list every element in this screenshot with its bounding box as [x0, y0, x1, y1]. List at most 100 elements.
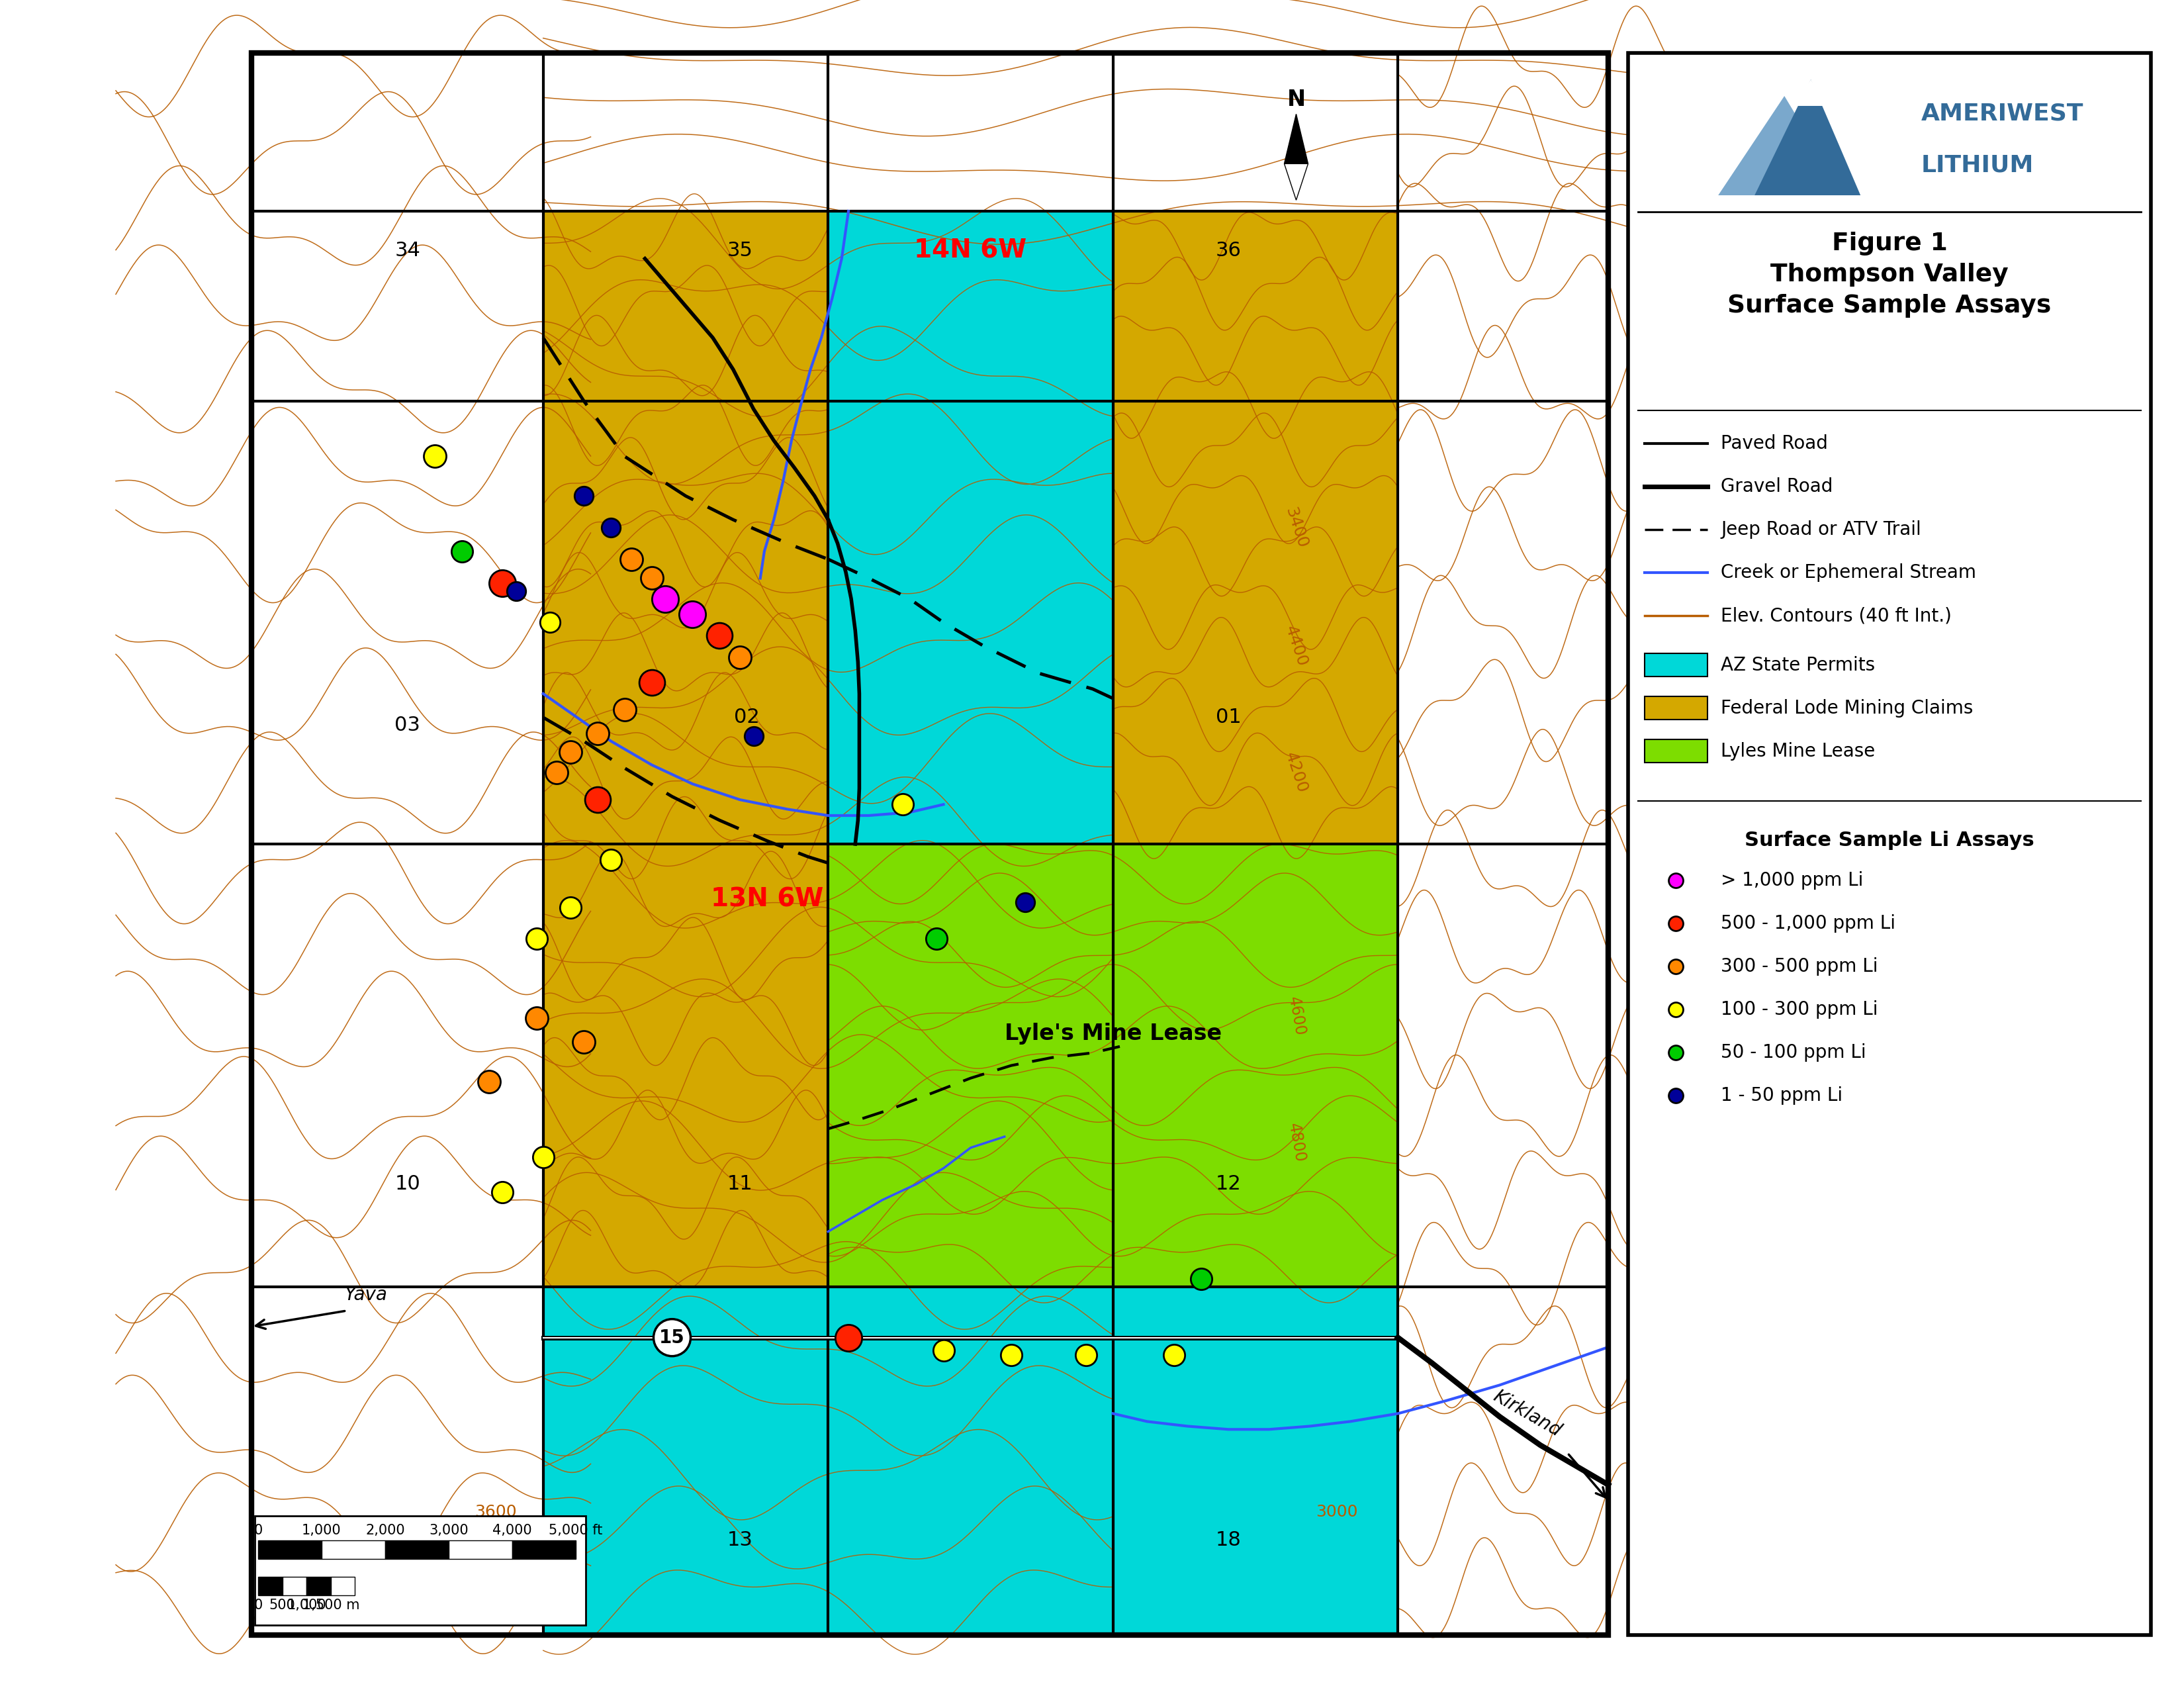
Text: Creek or Ephemeral Stream: Creek or Ephemeral Stream — [1721, 564, 1977, 582]
Polygon shape — [1114, 211, 1398, 402]
Text: 12: 12 — [1216, 1175, 1241, 1193]
Text: 1,500 m: 1,500 m — [301, 1599, 360, 1612]
Text: 4,000: 4,000 — [494, 1524, 533, 1538]
Polygon shape — [1719, 96, 1843, 196]
Point — [1658, 1082, 1693, 1109]
Text: Gravel Road: Gravel Road — [1721, 478, 1832, 496]
Point — [520, 1004, 555, 1031]
Text: Kirkland: Kirkland — [1489, 1388, 1564, 1440]
Point — [526, 1144, 561, 1171]
Point — [736, 722, 771, 749]
Point — [885, 792, 919, 819]
Point — [498, 577, 533, 604]
Bar — [282, 1577, 306, 1595]
Text: 500: 500 — [269, 1599, 295, 1612]
Point — [417, 442, 452, 469]
Text: AZ State Permits: AZ State Permits — [1721, 657, 1876, 675]
Point — [994, 1342, 1029, 1369]
Bar — [1645, 739, 1708, 763]
Text: Jeep Road or ATV Trail: Jeep Road or ATV Trail — [1721, 520, 1922, 538]
Point — [633, 565, 668, 592]
Text: 0: 0 — [253, 1524, 262, 1538]
Text: 02: 02 — [734, 707, 760, 728]
Text: 3000: 3000 — [1315, 1504, 1358, 1519]
Bar — [513, 1541, 577, 1560]
Polygon shape — [544, 211, 828, 1286]
Text: 35: 35 — [727, 241, 753, 260]
Text: 10: 10 — [395, 1175, 419, 1193]
Text: N: N — [1286, 89, 1306, 111]
Point — [594, 846, 629, 873]
Text: 300 - 500 ppm Li: 300 - 500 ppm Li — [1721, 957, 1878, 976]
Text: 2,000: 2,000 — [365, 1524, 404, 1538]
Point — [1184, 1266, 1219, 1293]
Bar — [251, 52, 1607, 1636]
Bar — [306, 1577, 330, 1595]
Text: AMERIWEST: AMERIWEST — [1922, 103, 2084, 125]
Text: 3,000: 3,000 — [428, 1524, 467, 1538]
Bar — [1645, 697, 1708, 719]
Point — [1068, 1342, 1103, 1369]
Text: 4400: 4400 — [1282, 625, 1310, 668]
Point — [1658, 954, 1693, 981]
Point — [607, 695, 642, 722]
Text: 4600: 4600 — [1284, 996, 1308, 1036]
Text: 13: 13 — [727, 1531, 753, 1550]
Point — [553, 739, 587, 766]
Text: 01: 01 — [1216, 707, 1241, 728]
Point — [1658, 868, 1693, 895]
Point — [1158, 1342, 1192, 1369]
Text: Paved Road: Paved Road — [1721, 434, 1828, 452]
Text: Figure 1
Thompson Valley
Surface Sample Assays: Figure 1 Thompson Valley Surface Sample … — [1728, 231, 2051, 317]
Point — [1658, 996, 1693, 1023]
Point — [533, 609, 568, 636]
Point — [1007, 890, 1042, 917]
Bar — [384, 1541, 448, 1560]
Text: LITHIUM: LITHIUM — [1922, 154, 2033, 176]
Text: 50 - 100 ppm Li: 50 - 100 ppm Li — [1721, 1043, 1865, 1062]
Text: 1,000: 1,000 — [301, 1524, 341, 1538]
Text: 5,000 ft: 5,000 ft — [548, 1524, 603, 1538]
Bar — [448, 1541, 513, 1560]
Polygon shape — [1284, 115, 1308, 164]
Polygon shape — [544, 211, 1398, 1636]
Point — [675, 601, 710, 628]
Polygon shape — [1114, 402, 1398, 844]
Text: 34: 34 — [395, 241, 419, 260]
Point — [1658, 1040, 1693, 1067]
Text: 18: 18 — [1216, 1531, 1241, 1550]
Text: Yava: Yava — [345, 1286, 387, 1305]
Text: > 1,000 ppm Li: > 1,000 ppm Li — [1721, 871, 1863, 890]
Polygon shape — [1795, 79, 1826, 106]
Text: 11: 11 — [727, 1175, 753, 1193]
Text: Surface Sample Li Assays: Surface Sample Li Assays — [1745, 830, 2033, 851]
Text: 03: 03 — [395, 716, 419, 734]
Bar — [258, 1577, 282, 1595]
Point — [443, 538, 478, 565]
Bar — [1627, 52, 2151, 1636]
Text: 3400: 3400 — [1282, 505, 1310, 550]
Text: 3600: 3600 — [474, 1504, 518, 1519]
Bar — [321, 1541, 384, 1560]
Bar — [251, 52, 1607, 1636]
Point — [830, 1323, 865, 1350]
Text: Lyle's Mine Lease: Lyle's Mine Lease — [1005, 1023, 1221, 1045]
Circle shape — [653, 1318, 690, 1355]
Bar — [256, 1516, 585, 1626]
Point — [566, 1028, 601, 1055]
Text: 13N 6W: 13N 6W — [710, 886, 823, 912]
Polygon shape — [828, 844, 1398, 1286]
Point — [926, 1337, 961, 1364]
Text: Federal Lode Mining Claims: Federal Lode Mining Claims — [1721, 699, 1972, 717]
Point — [594, 515, 629, 542]
Point — [539, 760, 574, 787]
Polygon shape — [1284, 164, 1308, 201]
Point — [520, 925, 555, 952]
Point — [723, 643, 758, 670]
Point — [581, 787, 616, 814]
Point — [485, 569, 520, 596]
Text: 15: 15 — [660, 1328, 686, 1347]
Point — [485, 1178, 520, 1205]
Text: 0: 0 — [253, 1599, 262, 1612]
Point — [649, 586, 684, 613]
